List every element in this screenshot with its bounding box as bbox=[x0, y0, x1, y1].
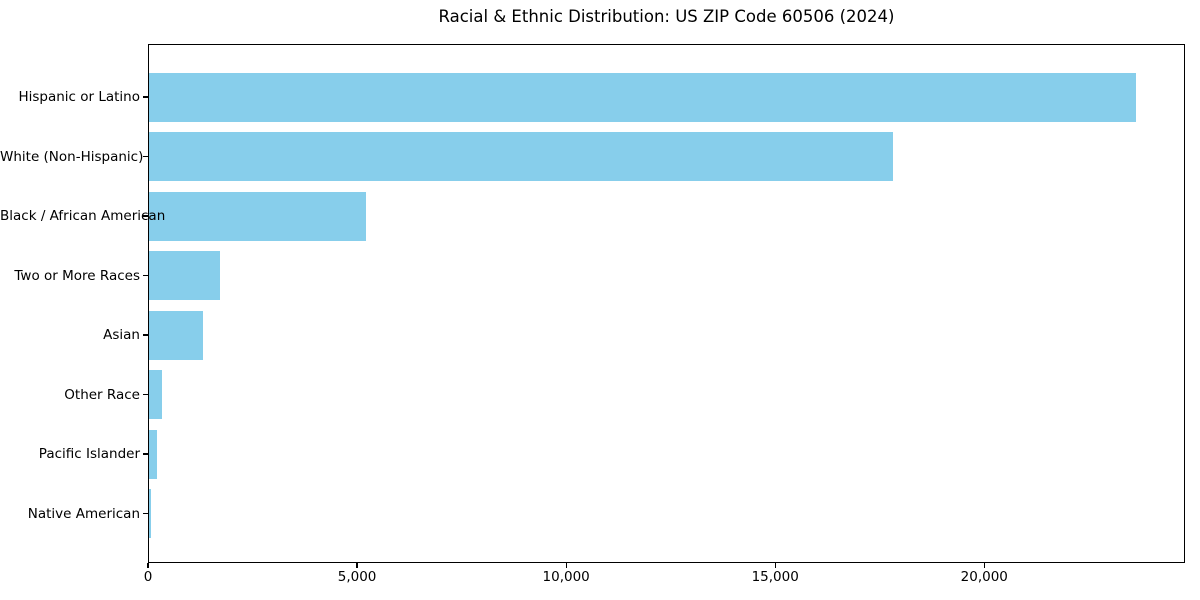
bar-hispanic-or-latino bbox=[149, 72, 1136, 122]
bar-asian bbox=[149, 310, 204, 360]
x-tick-mark bbox=[356, 563, 358, 568]
y-tick-mark bbox=[143, 512, 148, 515]
y-tick-mark bbox=[143, 453, 148, 455]
y-tick-label: Two or More Races bbox=[14, 267, 140, 284]
y-tick-label: Black / African American bbox=[0, 208, 166, 224]
y-tick-label: Asian bbox=[103, 327, 140, 343]
plot-area bbox=[148, 44, 1185, 563]
y-tick-mark bbox=[143, 274, 148, 277]
x-tick-label: 15,000 bbox=[751, 569, 799, 585]
x-tick-label: 0 bbox=[143, 569, 153, 585]
x-tick-mark bbox=[147, 563, 149, 568]
bar-native-american bbox=[149, 489, 151, 538]
y-tick-mark bbox=[143, 393, 148, 396]
y-tick-mark bbox=[143, 96, 148, 98]
bar-pacific-islander bbox=[149, 429, 157, 479]
bar-other-race bbox=[149, 370, 162, 419]
y-tick-mark bbox=[143, 334, 148, 336]
y-tick-label: Hispanic or Latino bbox=[18, 89, 140, 105]
x-tick-mark bbox=[565, 563, 567, 568]
x-tick-label: 20,000 bbox=[960, 569, 1008, 585]
x-tick-mark bbox=[774, 563, 776, 568]
y-tick-mark bbox=[143, 215, 148, 217]
y-tick-mark bbox=[143, 155, 148, 158]
x-tick-mark bbox=[983, 563, 985, 568]
x-tick-label: 10,000 bbox=[542, 569, 590, 585]
bar-white-non-hispanic bbox=[149, 132, 894, 181]
y-tick-label: Native American bbox=[27, 505, 140, 522]
x-tick-label: 5,000 bbox=[337, 569, 377, 585]
chart-title: Racial & Ethnic Distribution: US ZIP Cod… bbox=[438, 7, 895, 26]
bar-two-or-more-races bbox=[149, 251, 221, 300]
y-tick-label: Other Race bbox=[64, 386, 140, 403]
bar-black-african-american bbox=[149, 191, 367, 241]
y-tick-label: Pacific Islander bbox=[38, 446, 140, 462]
y-tick-label: White (Non-Hispanic) bbox=[0, 148, 144, 165]
